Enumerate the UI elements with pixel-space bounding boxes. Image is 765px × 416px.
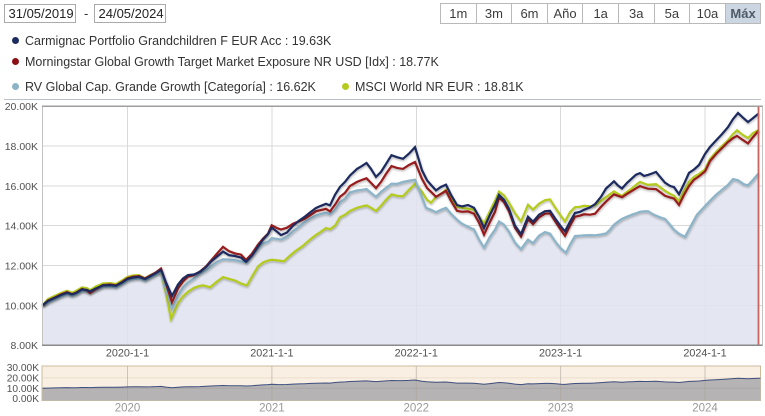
svg-text:16.00K: 16.00K <box>5 181 38 193</box>
svg-text:2022: 2022 <box>404 403 430 415</box>
svg-text:18.00K: 18.00K <box>5 141 38 153</box>
svg-text:12.00K: 12.00K <box>5 261 38 273</box>
svg-text:2020: 2020 <box>115 403 141 415</box>
svg-text:10.00K: 10.00K <box>7 384 39 395</box>
svg-text:2023: 2023 <box>548 403 574 415</box>
svg-text:10.00K: 10.00K <box>5 300 38 312</box>
svg-text:30.00K: 30.00K <box>7 363 39 374</box>
svg-text:2021-1-1: 2021-1-1 <box>250 348 293 360</box>
svg-text:2024: 2024 <box>692 403 718 415</box>
svg-text:20.00K: 20.00K <box>5 101 38 113</box>
svg-text:2022-1-1: 2022-1-1 <box>395 348 438 360</box>
svg-text:0.00K: 0.00K <box>12 394 39 405</box>
svg-text:2020-1-1: 2020-1-1 <box>106 348 149 360</box>
svg-text:2024-1-1: 2024-1-1 <box>683 348 726 360</box>
svg-text:2021: 2021 <box>259 403 285 415</box>
svg-text:20.00K: 20.00K <box>7 373 39 384</box>
svg-text:2023-1-1: 2023-1-1 <box>539 348 582 360</box>
svg-text:8.00K: 8.00K <box>11 340 38 352</box>
svg-text:14.00K: 14.00K <box>5 221 38 233</box>
